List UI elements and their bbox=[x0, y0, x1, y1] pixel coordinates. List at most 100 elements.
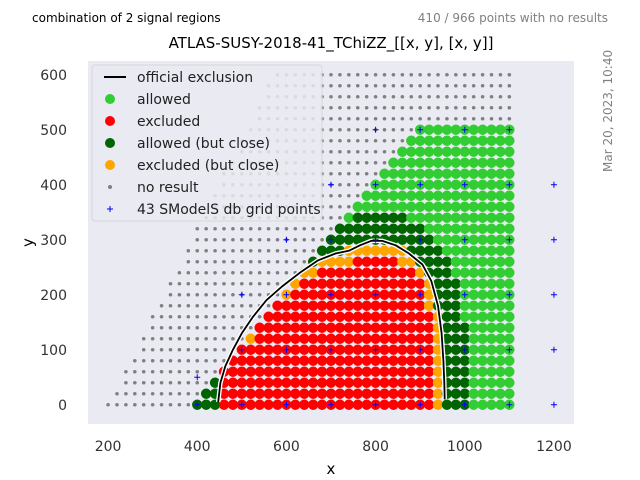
excluded-close-point bbox=[414, 267, 426, 278]
no-result-point bbox=[302, 248, 307, 253]
no-result-point bbox=[195, 303, 200, 308]
allowed-point bbox=[379, 168, 390, 179]
no-result-point bbox=[177, 380, 182, 385]
no-result-point bbox=[186, 303, 191, 308]
excluded-point bbox=[388, 344, 399, 355]
no-result-point bbox=[133, 358, 137, 363]
no-result-point bbox=[248, 237, 253, 242]
allowed-point bbox=[468, 388, 479, 399]
excluded-point bbox=[236, 355, 248, 366]
allowed-point bbox=[495, 135, 506, 146]
allowed-close-point bbox=[316, 245, 328, 256]
allowed-point bbox=[468, 333, 479, 344]
no-result-point bbox=[257, 226, 262, 231]
excluded-point bbox=[388, 256, 399, 267]
no-result-point bbox=[275, 270, 280, 275]
allowed-close-point bbox=[334, 223, 346, 234]
excluded-point bbox=[272, 344, 283, 355]
excluded-point bbox=[352, 278, 363, 289]
allowed-point bbox=[441, 201, 453, 212]
allowed-close-point bbox=[343, 223, 355, 234]
allowed-point bbox=[459, 256, 470, 267]
no-result-point bbox=[186, 281, 191, 286]
excluded-point bbox=[254, 377, 265, 388]
allowed-point bbox=[397, 157, 408, 168]
allowed-close-point bbox=[432, 278, 444, 289]
no-result-point bbox=[409, 72, 414, 77]
allowed-point bbox=[477, 377, 488, 388]
excluded-point bbox=[406, 333, 417, 344]
allowed-point bbox=[459, 190, 470, 201]
allowed-point bbox=[468, 278, 479, 289]
legend-box bbox=[91, 64, 323, 222]
db-grid-point bbox=[550, 401, 557, 408]
allowed-close-point bbox=[209, 377, 221, 388]
no-result-point bbox=[347, 182, 351, 187]
no-result-point bbox=[329, 160, 333, 165]
no-result-point bbox=[498, 105, 503, 110]
allowed-point bbox=[468, 201, 479, 212]
allowed-point bbox=[477, 267, 488, 278]
excluded-close-point bbox=[423, 300, 435, 311]
excluded-point bbox=[290, 366, 301, 377]
legend-circle-swatch bbox=[105, 94, 115, 104]
no-result-point bbox=[338, 83, 342, 88]
legend: official exclusion allowed excluded allowed… bbox=[91, 64, 323, 222]
no-result-point bbox=[133, 402, 137, 407]
allowed-close-point bbox=[397, 234, 408, 245]
db-grid-point bbox=[550, 346, 557, 353]
allowed-point bbox=[495, 256, 506, 267]
no-result-point bbox=[347, 160, 351, 165]
allowed-point bbox=[504, 311, 515, 322]
legend-label: allowed bbox=[137, 92, 191, 108]
allowed-point bbox=[397, 146, 408, 157]
excluded-point bbox=[361, 399, 372, 410]
allowed-point bbox=[504, 388, 515, 399]
allowed-point bbox=[486, 388, 497, 399]
no-result-point bbox=[124, 380, 128, 385]
allowed-point bbox=[450, 146, 462, 157]
excluded-point bbox=[263, 377, 274, 388]
no-result-point bbox=[240, 237, 244, 242]
no-result-point bbox=[266, 248, 271, 253]
no-result-point bbox=[222, 292, 226, 297]
allowed-point bbox=[441, 234, 453, 245]
no-result-point bbox=[222, 325, 226, 330]
no-result-point bbox=[507, 116, 512, 121]
allowed-point bbox=[486, 267, 497, 278]
legend-item: excluded bbox=[105, 114, 200, 130]
excluded-point bbox=[272, 333, 283, 344]
no-result-point bbox=[141, 336, 146, 341]
no-result-point bbox=[355, 149, 360, 154]
no-result-point bbox=[391, 149, 396, 154]
db-grid-point bbox=[238, 291, 245, 298]
excluded-point bbox=[236, 388, 248, 399]
excluded-point bbox=[254, 388, 265, 399]
excluded-point bbox=[254, 355, 265, 366]
allowed-point bbox=[504, 190, 515, 201]
allowed-point bbox=[468, 179, 479, 190]
allowed-close-point bbox=[423, 245, 435, 256]
allowed-point bbox=[414, 212, 426, 223]
excluded-point bbox=[414, 388, 426, 399]
excluded-point bbox=[423, 344, 435, 355]
no-result-point bbox=[329, 171, 333, 176]
excluded-point bbox=[361, 377, 372, 388]
excluded-point bbox=[254, 344, 265, 355]
allowed-point bbox=[504, 168, 515, 179]
excluded-point bbox=[316, 267, 328, 278]
excluded-close-point bbox=[423, 289, 435, 300]
allowed-point bbox=[477, 212, 488, 223]
allowed-close-point bbox=[450, 377, 462, 388]
no-result-point bbox=[329, 226, 333, 231]
excluded-point bbox=[388, 333, 399, 344]
excluded-point bbox=[325, 355, 337, 366]
excluded-point bbox=[307, 333, 319, 344]
allowed-point bbox=[486, 168, 497, 179]
allowed-close-point bbox=[450, 388, 462, 399]
allowed-point bbox=[486, 201, 497, 212]
excluded-point bbox=[361, 344, 372, 355]
allowed-point bbox=[504, 267, 515, 278]
db-grid-point bbox=[238, 346, 245, 353]
excluded-point bbox=[272, 300, 283, 311]
